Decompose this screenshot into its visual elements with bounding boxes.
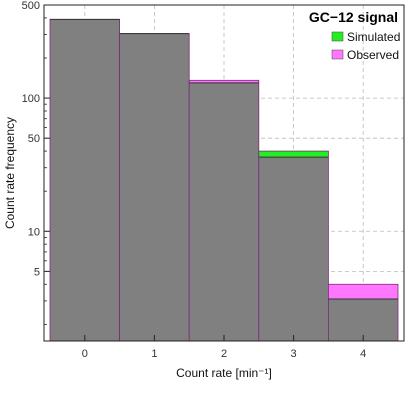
legend: GC−12 signal Simulated Observed bbox=[309, 9, 400, 62]
bar-overlap bbox=[258, 157, 329, 341]
legend-swatch-simulated bbox=[331, 31, 344, 42]
bar-overlap bbox=[189, 82, 259, 341]
x-tick-label: 0 bbox=[82, 348, 88, 360]
y-tick-label: 50 bbox=[28, 133, 40, 145]
x-axis-ticks: 0 1 2 3 4 bbox=[82, 335, 366, 360]
bar-overlap bbox=[328, 299, 398, 341]
x-tick-label: 2 bbox=[221, 348, 227, 360]
bar-observed bbox=[328, 284, 398, 300]
y-axis-ticks: 5 10 50 100 500 bbox=[22, 0, 50, 325]
y-tick-label: 10 bbox=[28, 226, 40, 238]
y-axis-label: Count rate frequency bbox=[3, 117, 17, 229]
histogram-bars bbox=[49, 18, 399, 342]
legend-swatch-observed bbox=[331, 49, 344, 60]
legend-title: GC−12 signal bbox=[309, 9, 398, 25]
legend-label-simulated: Simulated bbox=[347, 30, 400, 44]
x-tick-label: 4 bbox=[360, 348, 366, 360]
x-tick-label: 1 bbox=[151, 348, 157, 360]
bar-observed bbox=[189, 80, 259, 83]
x-axis-label: Count rate [min⁻¹] bbox=[176, 366, 272, 380]
bar-overlap bbox=[119, 33, 190, 341]
bar-overlap bbox=[50, 19, 120, 341]
y-tick-label: 500 bbox=[22, 0, 40, 12]
legend-label-observed: Observed bbox=[347, 48, 399, 62]
y-tick-label: 100 bbox=[22, 93, 40, 105]
x-tick-label: 3 bbox=[291, 348, 297, 360]
bar-simulated bbox=[258, 151, 329, 158]
y-tick-label: 5 bbox=[34, 266, 40, 278]
